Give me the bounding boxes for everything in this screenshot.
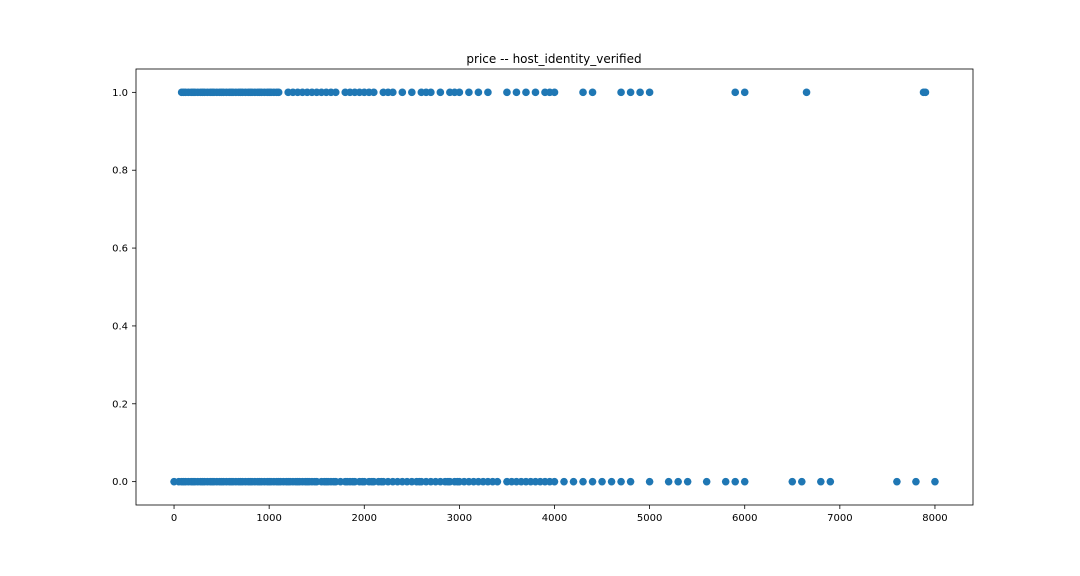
scatter-point bbox=[912, 477, 920, 486]
scatter-point bbox=[579, 88, 587, 97]
scatter-point bbox=[427, 88, 435, 97]
x-tick-label: 8000 bbox=[922, 513, 947, 524]
scatter-point bbox=[503, 88, 511, 97]
scatter-point bbox=[931, 477, 939, 486]
scatter-point bbox=[817, 477, 825, 486]
scatter-point bbox=[731, 88, 740, 97]
scatter-point bbox=[664, 477, 673, 486]
scatter-point bbox=[626, 88, 635, 97]
scatter-point bbox=[617, 88, 625, 97]
scatter-point bbox=[607, 477, 616, 486]
scatter-point bbox=[455, 88, 464, 97]
x-tick-label: 2000 bbox=[352, 513, 377, 524]
scatter-point bbox=[484, 88, 492, 97]
scatter-point bbox=[626, 477, 635, 486]
scatter-point bbox=[645, 88, 654, 97]
scatter-point bbox=[550, 477, 559, 486]
y-tick-label: 0.8 bbox=[112, 166, 128, 177]
scatter-point bbox=[798, 477, 806, 486]
scatter-point bbox=[550, 88, 559, 97]
scatter-point bbox=[331, 88, 340, 97]
scatter-point bbox=[683, 477, 692, 486]
scatter-point bbox=[598, 477, 606, 486]
scatter-point bbox=[531, 88, 540, 97]
x-tick-label: 0 bbox=[171, 513, 177, 524]
scatter-point bbox=[702, 477, 711, 486]
scatter-point bbox=[645, 477, 654, 486]
scatter-point bbox=[617, 477, 625, 486]
y-tick-label: 0.2 bbox=[112, 399, 128, 410]
scatter-point bbox=[893, 477, 901, 486]
x-tick-label: 7000 bbox=[827, 513, 852, 524]
scatter-point bbox=[740, 88, 749, 97]
scatter-point bbox=[465, 88, 473, 97]
scatter-point bbox=[721, 477, 730, 486]
scatter-point bbox=[740, 477, 749, 486]
y-tick-label: 0.0 bbox=[112, 477, 128, 488]
scatter-point bbox=[731, 477, 740, 486]
y-tick-label: 1.0 bbox=[112, 88, 128, 99]
scatter-point bbox=[408, 88, 416, 97]
scatter-point bbox=[826, 477, 835, 486]
scatter-point bbox=[560, 477, 568, 486]
scatter-point bbox=[369, 88, 378, 97]
scatter-point bbox=[389, 88, 397, 97]
x-tick-label: 3000 bbox=[447, 513, 472, 524]
scatter-point bbox=[921, 88, 930, 97]
chart-title: price -- host_identity_verified bbox=[466, 52, 641, 66]
scatter-point bbox=[569, 477, 578, 486]
x-tick-label: 5000 bbox=[637, 513, 662, 524]
scatter-point bbox=[436, 88, 445, 97]
x-tick-label: 6000 bbox=[732, 513, 757, 524]
x-tick-label: 4000 bbox=[542, 513, 567, 524]
x-tick-label: 1000 bbox=[256, 513, 281, 524]
scatter-point bbox=[588, 88, 597, 97]
scatter-point bbox=[493, 477, 502, 486]
y-tick-label: 0.6 bbox=[112, 244, 128, 255]
scatter-point bbox=[636, 88, 644, 97]
y-tick-label: 0.4 bbox=[112, 321, 128, 332]
scatter-point bbox=[474, 88, 483, 97]
scatter-point bbox=[522, 88, 530, 97]
scatter-points bbox=[170, 88, 939, 486]
scatter-point bbox=[579, 477, 587, 486]
scatter-point bbox=[588, 477, 597, 486]
scatter-point bbox=[788, 477, 797, 486]
axes: 0 1000 2000 3000 4000 5000 6000 7000 8000 0.0 0.2 0… bbox=[112, 68, 974, 524]
scatter-point bbox=[274, 88, 283, 97]
scatter-point bbox=[802, 88, 811, 97]
scatter-point bbox=[512, 88, 521, 97]
scatter-point bbox=[398, 88, 407, 97]
scatter-point bbox=[674, 477, 682, 486]
